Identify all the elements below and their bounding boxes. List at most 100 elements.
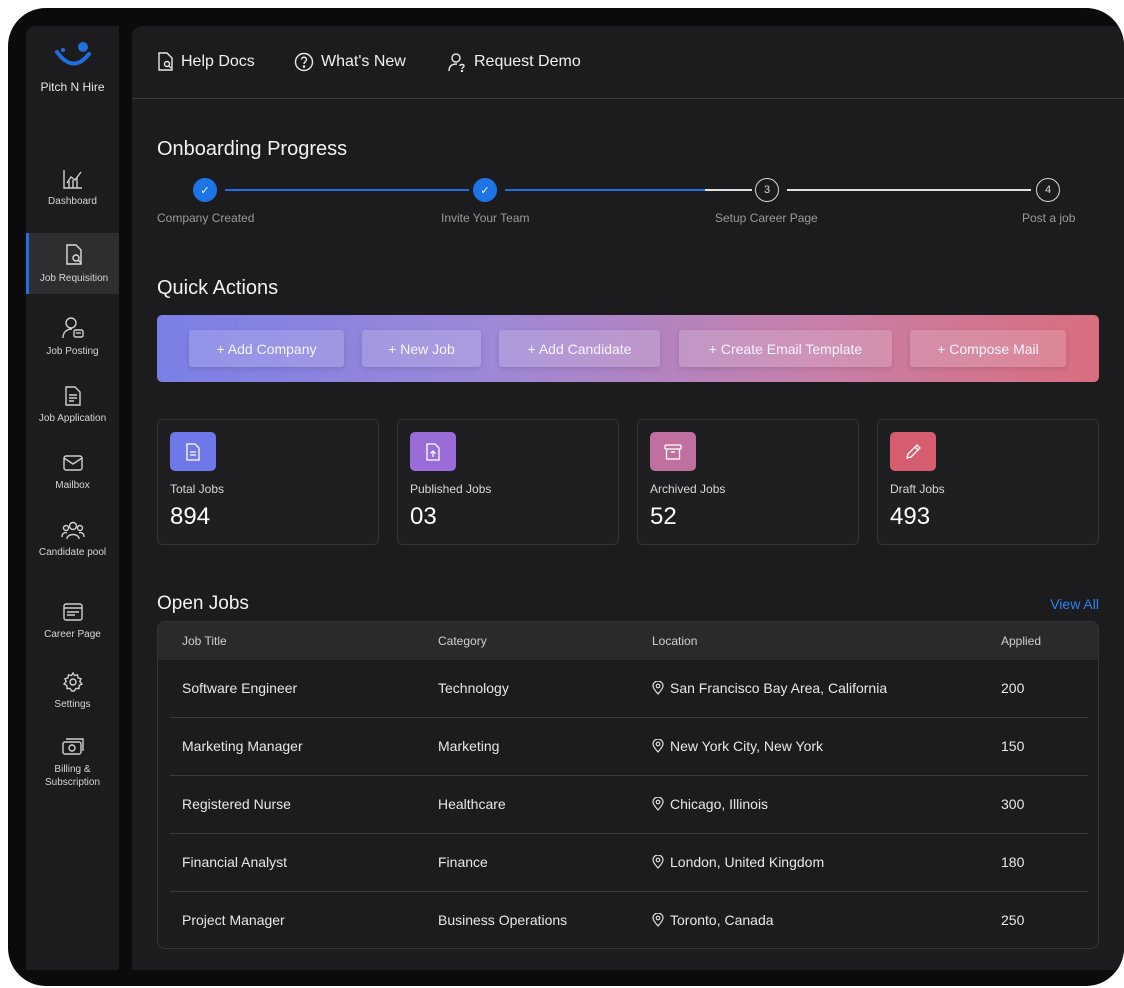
- stat-value: 493: [890, 503, 931, 530]
- table-row[interactable]: Financial Analyst Finance London, United…: [170, 834, 1088, 892]
- sidebar-item-billing[interactable]: Billing & Subscription: [26, 738, 119, 789]
- billing-icon: [61, 738, 84, 755]
- step-connector: [705, 189, 752, 191]
- category-cell: Healthcare: [438, 796, 506, 812]
- chart-icon: [62, 170, 82, 189]
- sidebar-item-job-posting[interactable]: Job Posting: [26, 316, 119, 358]
- location-pin-icon: [652, 913, 664, 927]
- applied-cell: 250: [1001, 912, 1025, 928]
- stat-card-archived-jobs[interactable]: Archived Jobs 52: [637, 419, 859, 545]
- sidebar-item-candidate-pool[interactable]: Candidate pool: [26, 519, 119, 559]
- file-text-icon: [64, 386, 81, 406]
- browser-icon: [62, 603, 83, 621]
- category-cell: Business Operations: [438, 912, 568, 928]
- location-pin-icon: [652, 855, 664, 869]
- document-search-icon: [158, 52, 173, 71]
- users-icon: [60, 521, 85, 540]
- step-3-label: Setup Career Page: [715, 211, 818, 225]
- create-email-template-button[interactable]: + Create Email Template: [679, 330, 892, 367]
- stat-card-published-jobs[interactable]: Published Jobs 03: [397, 419, 619, 545]
- sidebar-item-label: Dashboard: [48, 196, 97, 207]
- onboarding-title: Onboarding Progress: [157, 138, 348, 160]
- sidebar-item-label: Job Requisition: [39, 273, 109, 284]
- table-header: Job Title Category Location Applied: [158, 622, 1098, 660]
- compose-mail-button[interactable]: + Compose Mail: [910, 330, 1066, 367]
- applied-cell: 300: [1001, 796, 1025, 812]
- column-header[interactable]: Job Title: [182, 634, 227, 648]
- main-content: Help Docs What's New Request Demo Onboar…: [132, 26, 1124, 970]
- step-1-check-icon: ✓: [193, 178, 217, 202]
- open-jobs-title: Open Jobs: [157, 593, 249, 614]
- view-all-link[interactable]: View All: [1050, 596, 1099, 612]
- table-row[interactable]: Project Manager Business Operations Toro…: [170, 892, 1088, 948]
- whats-new-link[interactable]: What's New: [294, 52, 406, 72]
- document-icon: [170, 432, 216, 471]
- stat-label: Published Jobs: [410, 482, 492, 496]
- pencil-icon: [890, 432, 936, 471]
- column-header[interactable]: Applied: [1001, 634, 1042, 648]
- sidebar-item-career-page[interactable]: Career Page: [26, 601, 119, 641]
- user-badge-icon: [61, 317, 84, 339]
- column-header[interactable]: Location: [652, 634, 698, 648]
- onboarding-stepper: ✓ ✓ 3 4 Company Created Invite Your Team…: [157, 178, 1087, 238]
- new-job-button[interactable]: + New Job: [362, 330, 481, 367]
- location-text: London, United Kingdom: [670, 854, 825, 870]
- sidebar-item-label: Candidate pool: [38, 547, 107, 558]
- open-jobs-table: Job Title Category Location Applied Soft…: [157, 621, 1099, 949]
- applied-cell: 150: [1001, 738, 1025, 754]
- stat-value: 894: [170, 503, 211, 530]
- location-text: Toronto, Canada: [670, 912, 774, 928]
- location-pin-icon: [652, 739, 664, 753]
- stat-label: Total Jobs: [170, 482, 225, 496]
- stat-card-total-jobs[interactable]: Total Jobs 894: [157, 419, 379, 545]
- sidebar-item-job-requisition[interactable]: Job Requisition: [26, 233, 119, 294]
- sidebar-item-label: Billing & Subscription: [44, 764, 101, 788]
- device-frame: Pitch N Hire Dashboard Job Requisition J…: [8, 8, 1124, 986]
- sidebar-item-label: Job Application: [38, 413, 107, 424]
- add-company-button[interactable]: + Add Company: [189, 330, 344, 367]
- question-circle-icon: [294, 52, 314, 72]
- whats-new-label: What's New: [321, 53, 406, 70]
- table-row[interactable]: Marketing Manager Marketing New York Cit…: [170, 718, 1088, 776]
- sidebar-item-label: Settings: [54, 699, 91, 710]
- sidebar-item-settings[interactable]: Settings: [26, 671, 119, 711]
- brand-logo[interactable]: Pitch N Hire: [26, 40, 119, 94]
- mail-icon: [62, 455, 83, 471]
- applied-cell: 180: [1001, 854, 1025, 870]
- sidebar: Pitch N Hire Dashboard Job Requisition J…: [26, 26, 119, 970]
- job-title-cell: Registered Nurse: [182, 796, 291, 812]
- step-4-marker: 4: [1036, 178, 1060, 202]
- job-title-cell: Financial Analyst: [182, 854, 288, 870]
- step-4-label: Post a job: [1022, 211, 1076, 225]
- sidebar-item-label: Career Page: [44, 629, 101, 640]
- request-demo-link[interactable]: Request Demo: [448, 52, 581, 72]
- sidebar-item-dashboard[interactable]: Dashboard: [26, 168, 119, 208]
- step-connector: [787, 189, 1031, 191]
- location-text: Chicago, Illinois: [670, 796, 769, 812]
- location-pin-icon: [652, 681, 664, 695]
- stat-value: 03: [410, 503, 437, 530]
- column-header[interactable]: Category: [438, 634, 487, 648]
- top-bar: Help Docs What's New Request Demo: [132, 26, 1124, 99]
- user-question-icon: [448, 53, 465, 72]
- sidebar-item-label: Job Posting: [46, 346, 99, 357]
- category-cell: Finance: [438, 854, 488, 870]
- job-title-cell: Project Manager: [182, 912, 285, 928]
- step-connector: [505, 189, 705, 191]
- sidebar-item-job-application[interactable]: Job Application: [26, 385, 119, 425]
- step-1-label: Company Created: [157, 211, 255, 225]
- add-candidate-button[interactable]: + Add Candidate: [499, 330, 660, 367]
- location-cell: London, United Kingdom: [652, 854, 824, 870]
- quick-actions-title: Quick Actions: [157, 277, 279, 299]
- location-pin-icon: [652, 797, 664, 811]
- table-row[interactable]: Registered Nurse Healthcare Chicago, Ill…: [170, 776, 1088, 834]
- stat-label: Archived Jobs: [650, 482, 726, 496]
- stat-card-draft-jobs[interactable]: Draft Jobs 493: [877, 419, 1099, 545]
- sidebar-item-mailbox[interactable]: Mailbox: [26, 452, 119, 492]
- location-cell: New York City, New York: [652, 738, 823, 754]
- help-docs-link[interactable]: Help Docs: [157, 52, 255, 71]
- logo-icon: [54, 42, 91, 66]
- job-title-cell: Software Engineer: [182, 680, 298, 696]
- applied-cell: 200: [1001, 680, 1025, 696]
- table-row[interactable]: Software Engineer Technology San Francis…: [170, 660, 1088, 718]
